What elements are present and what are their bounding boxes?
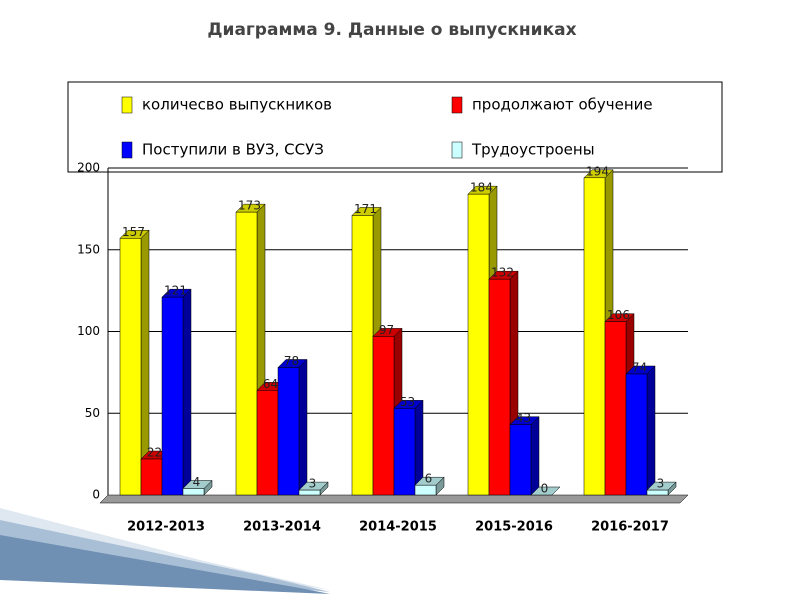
bar xyxy=(646,489,669,496)
bar xyxy=(182,488,205,496)
x-tick-label: 2016-2017 xyxy=(591,520,669,535)
data-label: 184 xyxy=(470,181,493,195)
legend-label: продолжают обучение xyxy=(472,96,653,114)
bar xyxy=(583,177,606,496)
bar-top xyxy=(530,486,561,496)
chart-title: Диаграмма 9. Данные о выпускниках xyxy=(207,20,576,40)
bar xyxy=(256,390,279,496)
data-label: 6 xyxy=(425,472,433,486)
decor-ribbon xyxy=(0,535,330,594)
bar-side xyxy=(298,358,308,496)
y-tick-label: 50 xyxy=(85,406,100,420)
x-tick-label: 2014-2015 xyxy=(359,520,437,535)
data-label: 3 xyxy=(657,477,665,491)
bar-side xyxy=(530,416,540,496)
decor-ribbon xyxy=(0,520,330,592)
y-tick-label: 100 xyxy=(77,324,100,338)
y-tick-label: 0 xyxy=(92,488,100,502)
data-label: 106 xyxy=(607,308,630,322)
bar xyxy=(604,321,627,496)
bar xyxy=(467,193,490,496)
bar xyxy=(625,373,648,496)
data-label: 53 xyxy=(400,395,415,409)
bar xyxy=(140,458,163,496)
data-label: 157 xyxy=(122,225,145,239)
legend-swatch xyxy=(121,141,133,159)
legend-swatch xyxy=(451,141,463,159)
y-tick-label: 200 xyxy=(77,161,100,175)
bar-side xyxy=(646,365,656,496)
legend-label: Трудоустроены xyxy=(471,141,595,159)
data-label: 43 xyxy=(516,411,531,425)
data-label: 22 xyxy=(147,446,162,460)
bar xyxy=(119,238,142,496)
data-label: 171 xyxy=(354,202,377,216)
legend-box xyxy=(67,81,723,173)
legend-swatch xyxy=(121,96,133,114)
y-tick-label: 150 xyxy=(77,242,100,256)
legend-label: количесво выпускников xyxy=(142,96,332,114)
x-tick-label: 2012-2013 xyxy=(127,520,205,535)
data-label: 194 xyxy=(586,164,609,178)
data-label: 74 xyxy=(632,361,647,375)
data-label: 97 xyxy=(379,323,394,337)
x-tick-label: 2015-2016 xyxy=(475,520,553,535)
bar xyxy=(161,296,184,496)
bar xyxy=(393,408,416,496)
data-label: 3 xyxy=(309,477,317,491)
data-label: 121 xyxy=(164,284,187,298)
data-label: 173 xyxy=(238,199,261,213)
bar xyxy=(351,215,374,496)
bar xyxy=(298,489,321,496)
data-label: 0 xyxy=(541,482,549,496)
bar xyxy=(509,424,532,496)
bar xyxy=(414,484,437,496)
x-tick-label: 2013-2014 xyxy=(243,520,321,535)
bar xyxy=(372,336,395,496)
legend-swatch xyxy=(451,96,463,114)
bar-side xyxy=(182,288,192,496)
bar xyxy=(277,367,300,496)
data-label: 4 xyxy=(193,475,201,489)
floor xyxy=(99,494,689,504)
data-label: 78 xyxy=(284,354,299,368)
data-label: 132 xyxy=(491,266,514,280)
legend-label: Поступили в ВУЗ, ССУЗ xyxy=(142,141,324,159)
bar xyxy=(235,211,258,496)
bar xyxy=(488,278,511,496)
data-label: 64 xyxy=(263,377,278,391)
